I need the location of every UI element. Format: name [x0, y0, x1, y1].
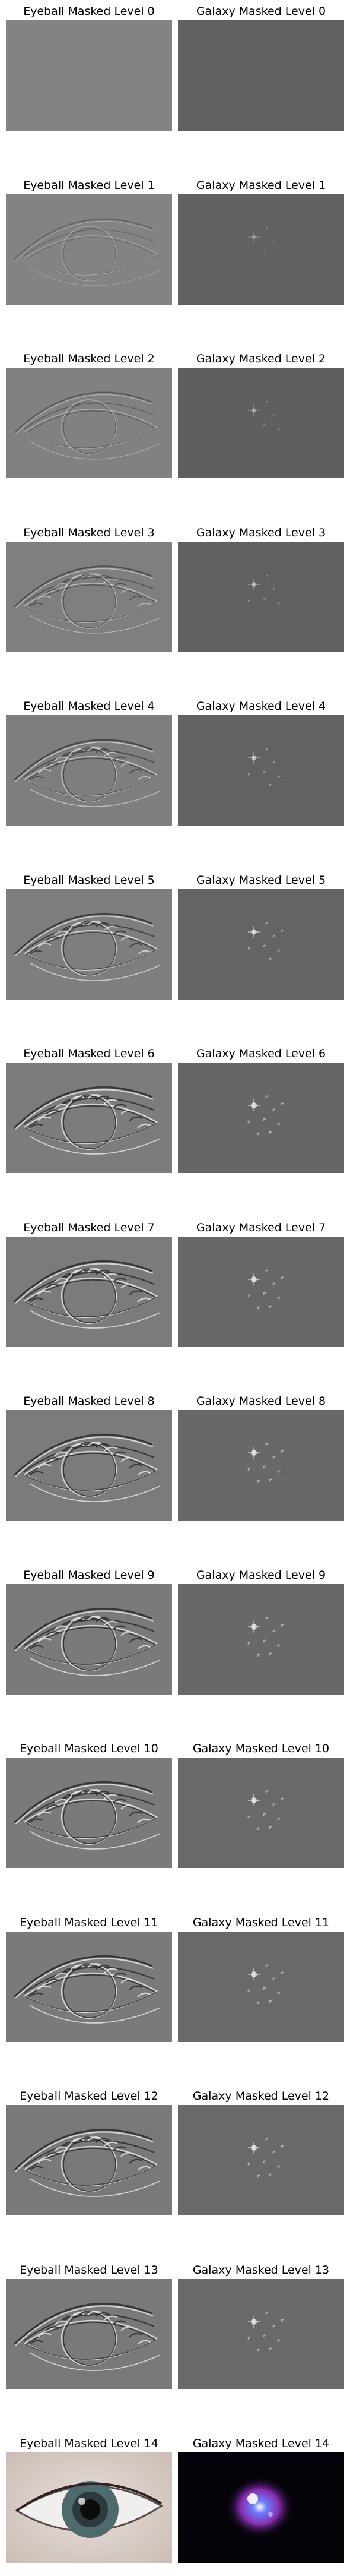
eyeball-panel: Eyeball Masked Level 4 [6, 698, 172, 839]
eyeball-panel: Eyeball Masked Level 0 [6, 4, 172, 144]
eyeball-panel: Eyeball Masked Level 3 [6, 525, 172, 665]
galaxy-masked-image [178, 1410, 344, 1521]
galaxy-panel-title: Galaxy Masked Level 12 [192, 2090, 330, 2103]
eyeball-masked-image [6, 1236, 172, 1347]
eyeball-panel-title: Eyeball Masked Level 10 [20, 1742, 158, 1755]
galaxy-masked-image [178, 194, 344, 305]
galaxy-panel: Galaxy Masked Level 0 [178, 4, 344, 144]
galaxy-panel-title: Galaxy Masked Level 13 [192, 2263, 330, 2277]
galaxy-panel: Galaxy Masked Level 13 [178, 2262, 344, 2403]
eyeball-panel: Eyeball Masked Level 8 [6, 1393, 172, 1534]
galaxy-panel-title: Galaxy Masked Level 14 [192, 2437, 330, 2450]
eyeball-panel: Eyeball Masked Level 5 [6, 873, 172, 1013]
eyeball-panel-title: Eyeball Masked Level 11 [20, 1916, 158, 1929]
galaxy-panel: Galaxy Masked Level 11 [178, 1915, 344, 2055]
eyeball-panel-title: Eyeball Masked Level 0 [23, 5, 155, 18]
galaxy-panel-title: Galaxy Masked Level 10 [192, 1742, 330, 1755]
galaxy-panel: Galaxy Masked Level 7 [178, 1220, 344, 1360]
galaxy-panel-title: Galaxy Masked Level 2 [196, 352, 326, 365]
eyeball-masked-image [6, 20, 172, 131]
eyeball-panel-title: Eyeball Masked Level 4 [23, 700, 155, 713]
galaxy-masked-image [178, 889, 344, 1000]
galaxy-panel-title: Galaxy Masked Level 7 [196, 1221, 326, 1234]
galaxy-panel-title: Galaxy Masked Level 9 [196, 1568, 326, 1582]
eyeball-panel: Eyeball Masked Level 14 [6, 2436, 172, 2576]
galaxy-panel: Galaxy Masked Level 4 [178, 698, 344, 839]
galaxy-panel: Galaxy Masked Level 10 [178, 1741, 344, 1881]
galaxy-masked-image [178, 1063, 344, 1173]
eyeball-masked-image [6, 2278, 172, 2389]
galaxy-masked-image [178, 2105, 344, 2215]
eyeball-panel-title: Eyeball Masked Level 3 [23, 526, 155, 539]
galaxy-panel-title: Galaxy Masked Level 1 [196, 178, 326, 192]
galaxy-panel-title: Galaxy Masked Level 0 [196, 5, 326, 18]
eyeball-panel: Eyeball Masked Level 10 [6, 1741, 172, 1881]
galaxy-masked-image [178, 1758, 344, 1868]
eyeball-masked-image [6, 715, 172, 826]
eyeball-masked-image [6, 889, 172, 1000]
galaxy-panel: Galaxy Masked Level 5 [178, 873, 344, 1013]
galaxy-masked-image [178, 715, 344, 826]
galaxy-panel: Galaxy Masked Level 8 [178, 1393, 344, 1534]
galaxy-masked-image [178, 1931, 344, 2042]
eyeball-panel: Eyeball Masked Level 1 [6, 178, 172, 318]
eyeball-masked-image [6, 1583, 172, 1695]
eyeball-panel: Eyeball Masked Level 6 [6, 1046, 172, 1186]
eyeball-panel-title: Eyeball Masked Level 8 [23, 1395, 155, 1408]
eyeball-masked-image [6, 1758, 172, 1868]
eyeball-panel: Eyeball Masked Level 7 [6, 1220, 172, 1360]
eyeball-panel-title: Eyeball Masked Level 9 [23, 1568, 155, 1582]
galaxy-panel: Galaxy Masked Level 2 [178, 351, 344, 491]
galaxy-masked-image [178, 1236, 344, 1347]
galaxy-masked-image [178, 2452, 344, 2563]
eyeball-panel-title: Eyeball Masked Level 12 [20, 2090, 158, 2103]
galaxy-masked-image [178, 368, 344, 478]
galaxy-masked-image [178, 1583, 344, 1695]
galaxy-panel: Galaxy Masked Level 9 [178, 1567, 344, 1708]
eyeball-panel-title: Eyeball Masked Level 13 [20, 2263, 158, 2277]
eyeball-panel: Eyeball Masked Level 13 [6, 2262, 172, 2403]
eyeball-masked-image [6, 1931, 172, 2042]
eyeball-masked-image [6, 2452, 172, 2563]
galaxy-panel-title: Galaxy Masked Level 5 [196, 873, 326, 887]
galaxy-panel-title: Galaxy Masked Level 3 [196, 526, 326, 539]
eyeball-panel-title: Eyeball Masked Level 14 [20, 2437, 158, 2450]
galaxy-panel: Galaxy Masked Level 14 [178, 2436, 344, 2576]
eyeball-panel-title: Eyeball Masked Level 6 [23, 1047, 155, 1060]
galaxy-panel: Galaxy Masked Level 6 [178, 1046, 344, 1186]
eyeball-masked-image [6, 541, 172, 652]
eyeball-masked-image [6, 1410, 172, 1521]
eyeball-panel-title: Eyeball Masked Level 2 [23, 352, 155, 365]
eyeball-masked-image [6, 1063, 172, 1173]
eyeball-masked-image [6, 194, 172, 305]
galaxy-masked-image [178, 20, 344, 131]
eyeball-masked-image [6, 2105, 172, 2215]
eyeball-panel-title: Eyeball Masked Level 7 [23, 1221, 155, 1234]
galaxy-panel-title: Galaxy Masked Level 11 [192, 1916, 330, 1929]
galaxy-panel-title: Galaxy Masked Level 4 [196, 700, 326, 713]
eyeball-panel: Eyeball Masked Level 2 [6, 351, 172, 491]
galaxy-panel-title: Galaxy Masked Level 6 [196, 1047, 326, 1060]
eyeball-panel-title: Eyeball Masked Level 5 [23, 873, 155, 887]
galaxy-panel: Galaxy Masked Level 3 [178, 525, 344, 665]
eyeball-panel: Eyeball Masked Level 11 [6, 1915, 172, 2055]
galaxy-panel: Galaxy Masked Level 1 [178, 178, 344, 318]
eyeball-panel: Eyeball Masked Level 12 [6, 2088, 172, 2229]
galaxy-panel: Galaxy Masked Level 12 [178, 2088, 344, 2229]
galaxy-masked-image [178, 541, 344, 652]
eyeball-panel: Eyeball Masked Level 9 [6, 1567, 172, 1708]
eyeball-panel-title: Eyeball Masked Level 1 [23, 178, 155, 192]
galaxy-panel-title: Galaxy Masked Level 8 [196, 1395, 326, 1408]
eyeball-masked-image [6, 368, 172, 478]
galaxy-masked-image [178, 2278, 344, 2389]
